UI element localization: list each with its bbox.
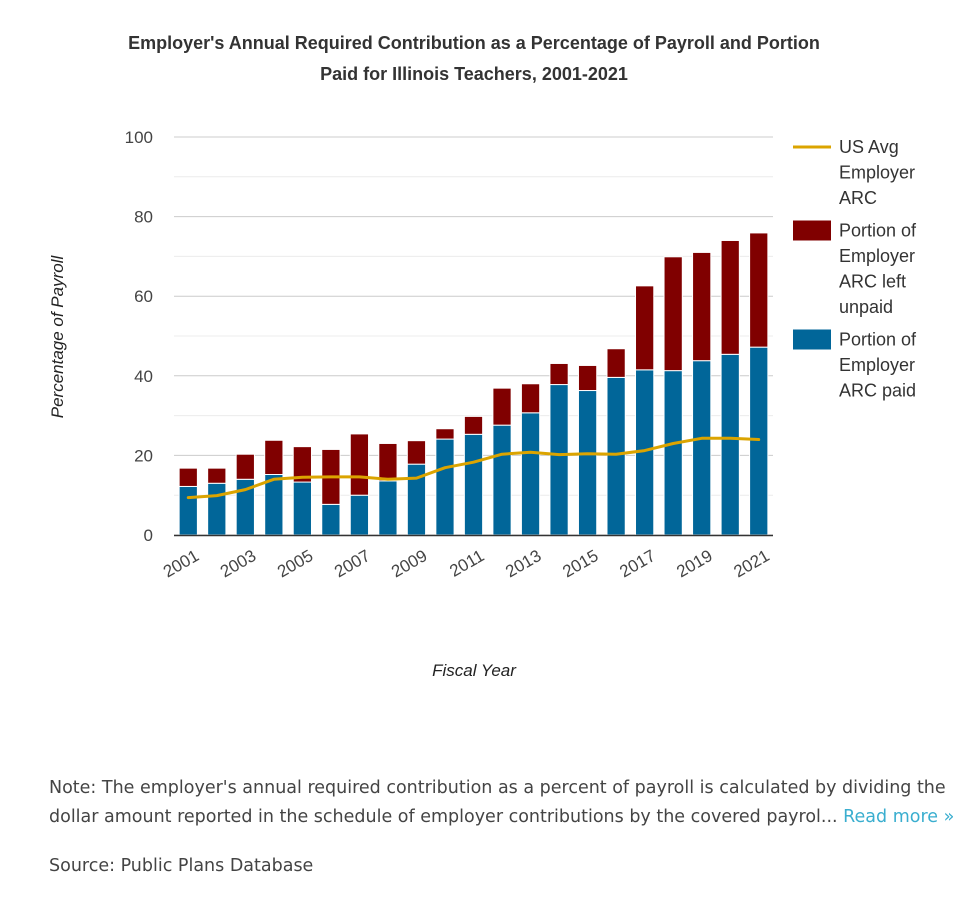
- bar-segment: [520, 383, 541, 414]
- legend-label: ARC left: [839, 272, 906, 292]
- bar-segment: [549, 362, 569, 386]
- legend-color-swatch: [793, 220, 831, 241]
- bar-segment: [692, 360, 712, 536]
- chart-note: Note: The employer's annual required con…: [49, 774, 964, 832]
- bar-segment: [549, 384, 569, 536]
- legend-label: US Avg: [839, 137, 899, 157]
- bar-segment: [178, 485, 198, 536]
- bar-segment: [463, 415, 484, 435]
- chart-title-line: Paid for Illinois Teachers, 2001-2021: [320, 64, 628, 84]
- x-tick-label: 2001: [160, 546, 202, 581]
- bar-segment: [406, 440, 427, 465]
- x-axis-ticks: 2001 2003 2005 2007 2009 2011 2013 2015 2017 2019…: [160, 546, 773, 581]
- bar-segment: [435, 438, 455, 536]
- us-avg-line-series: [186, 436, 761, 500]
- bar-segment: [492, 387, 512, 426]
- y-tick-label: 80: [134, 208, 153, 227]
- bar-segment: [606, 348, 626, 378]
- x-tick-label: 2007: [331, 546, 373, 581]
- chart-title: Employer's Annual Required Contribution …: [128, 33, 820, 84]
- bar-segment: [321, 503, 341, 536]
- y-tick-label: 40: [134, 367, 153, 386]
- legend-item[interactable]: US Avg Employer ARC: [793, 137, 915, 208]
- source-text: Source: Public Plans Database: [49, 856, 314, 876]
- x-tick-label: 2017: [616, 546, 658, 581]
- x-tick-label: 2021: [730, 546, 772, 581]
- bar-segment: [235, 453, 255, 480]
- bar-segment: [606, 376, 626, 536]
- bar-segment: [292, 481, 312, 536]
- bar-segment: [720, 353, 740, 536]
- y-tick-label: 0: [144, 526, 153, 545]
- y-axis-ticks: 0 20 40 60 80 100: [125, 128, 153, 545]
- legend-label: Portion of: [839, 330, 917, 350]
- bar-segment: [692, 251, 712, 362]
- y-tick-label: 20: [134, 446, 153, 465]
- us-avg-line: [186, 436, 761, 500]
- bar-segment: [577, 390, 598, 536]
- bar-segment: [720, 239, 740, 355]
- legend: US Avg Employer ARC Portion of Employer ARC l…: [793, 137, 917, 401]
- x-tick-label: 2003: [217, 546, 259, 581]
- bar-segment: [349, 494, 370, 536]
- chart: Employer's Annual Required Contribution …: [48, 33, 917, 680]
- y-tick-label: 60: [134, 287, 153, 306]
- bar-segment: [378, 480, 398, 536]
- legend-label: ARC paid: [839, 381, 916, 401]
- bar-segment: [463, 433, 484, 536]
- bar-segment: [577, 364, 598, 392]
- x-tick-label: 2009: [388, 546, 430, 581]
- bar-segment: [207, 482, 227, 536]
- legend-label: Employer: [839, 246, 915, 266]
- bar-segment: [749, 346, 769, 536]
- bar-segment: [663, 370, 683, 536]
- bar-segment: [492, 424, 512, 536]
- legend-label: unpaid: [839, 297, 893, 317]
- bars: [178, 232, 769, 536]
- legend-label: Employer: [839, 355, 915, 375]
- x-tick-label: 2005: [274, 546, 316, 581]
- legend-label: Portion of: [839, 221, 917, 241]
- bar-segment: [292, 446, 312, 483]
- legend-color-swatch: [793, 329, 831, 350]
- y-axis-label: Percentage of Payroll: [48, 255, 67, 419]
- x-axis-label: Fiscal Year: [432, 661, 517, 680]
- legend-item[interactable]: Portion of Employer ARC left unpaid: [793, 220, 917, 318]
- legend-item[interactable]: Portion of Employer ARC paid: [793, 329, 917, 401]
- legend-label: ARC: [839, 188, 877, 208]
- bar-segment: [264, 439, 284, 476]
- x-tick-label: 2015: [559, 546, 601, 581]
- bar-segment: [435, 428, 455, 440]
- legend-label: Employer: [839, 163, 915, 183]
- note-text: Note: The employer's annual required con…: [49, 778, 946, 827]
- bar-segment: [178, 467, 198, 487]
- bar-segment: [663, 256, 683, 372]
- x-tick-label: 2013: [502, 546, 544, 581]
- read-more-link[interactable]: Read more »: [843, 807, 955, 827]
- chart-title-line: Employer's Annual Required Contribution …: [128, 33, 820, 53]
- bar-segment: [749, 232, 769, 348]
- bar-segment: [635, 285, 655, 371]
- y-tick-label: 100: [125, 128, 153, 147]
- bar-segment: [349, 433, 370, 496]
- x-tick-label: 2019: [673, 546, 715, 581]
- bar-segment: [378, 442, 398, 482]
- bar-segment: [264, 474, 284, 536]
- x-tick-label: 2011: [446, 546, 487, 581]
- bar-segment: [520, 412, 541, 536]
- bar-segment: [207, 467, 227, 484]
